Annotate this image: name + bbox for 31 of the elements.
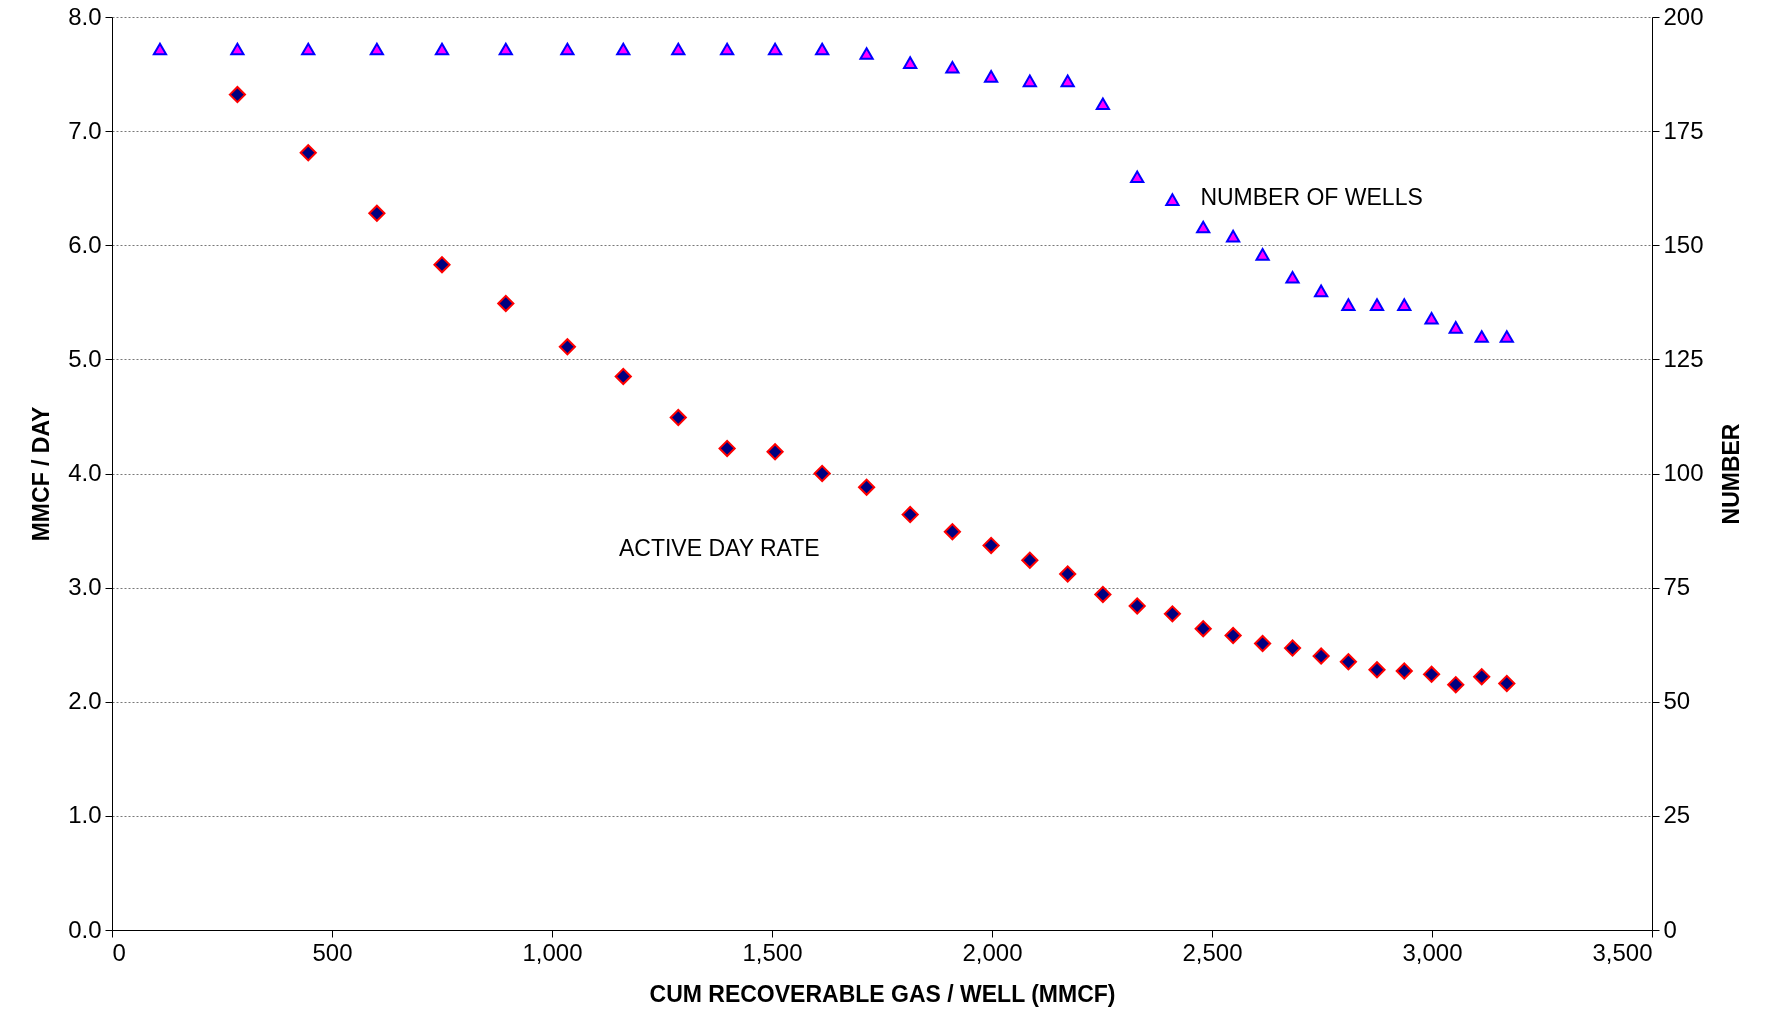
y2-tick-label: 75 bbox=[1663, 573, 1691, 601]
series-label: NUMBER OF WELLS bbox=[1200, 183, 1423, 210]
y2-tick-label: 100 bbox=[1663, 459, 1704, 486]
y2-tick-label: 0 bbox=[1663, 915, 1677, 943]
x-tick-label: 2,500 bbox=[1182, 938, 1243, 966]
y2-axis-title: NUMBER bbox=[1717, 423, 1744, 525]
y-tick-label: 1.0 bbox=[68, 801, 102, 829]
y-tick-label: 3.0 bbox=[68, 573, 102, 601]
y-tick-label: 8.0 bbox=[68, 2, 102, 30]
text: ACTIVE DAY RATE bbox=[618, 534, 820, 561]
y-tick-label: 6.0 bbox=[68, 230, 102, 258]
x-tick-label: 0 bbox=[112, 938, 126, 966]
x-tick-label: 500 bbox=[312, 938, 353, 966]
y-tick-label: 5.0 bbox=[68, 344, 102, 372]
x-tick-label: 1,000 bbox=[522, 938, 583, 966]
y2-tick-label: 125 bbox=[1663, 344, 1704, 372]
y2-tick-label: 25 bbox=[1663, 801, 1691, 829]
y2-tick-label: 50 bbox=[1663, 687, 1691, 715]
x-tick-label: 2,000 bbox=[962, 938, 1023, 966]
y-tick-label: 4.0 bbox=[68, 459, 102, 486]
y2-tick-label: 200 bbox=[1663, 2, 1704, 30]
x-tick-label: 3,500 bbox=[1592, 938, 1653, 966]
y2-tick-label: 175 bbox=[1663, 116, 1704, 144]
x-axis-title: CUM RECOVERABLE GAS / WELL (MMCF) bbox=[649, 980, 1116, 1007]
y-tick-label: 7.0 bbox=[68, 116, 102, 144]
y2-tick-label: 150 bbox=[1663, 230, 1704, 258]
y-tick-label: 2.0 bbox=[68, 687, 102, 715]
x-tick-label: 3,000 bbox=[1402, 938, 1463, 966]
y-axis-title: MMCF / DAY bbox=[28, 406, 55, 542]
y-tick-label: 0.0 bbox=[68, 915, 102, 943]
x-tick-label: 1,500 bbox=[742, 938, 803, 966]
